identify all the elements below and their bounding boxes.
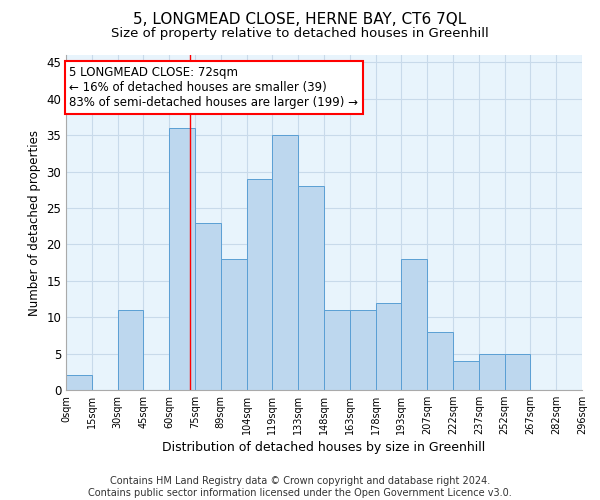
Bar [195, 222, 221, 390]
Bar [350, 310, 376, 390]
Bar [272, 135, 298, 390]
Text: 5 LONGMEAD CLOSE: 72sqm
← 16% of detached houses are smaller (39)
83% of semi-de: 5 LONGMEAD CLOSE: 72sqm ← 16% of detache… [70, 66, 358, 109]
Bar [169, 128, 195, 390]
Bar [247, 179, 272, 390]
Text: 5, LONGMEAD CLOSE, HERNE BAY, CT6 7QL: 5, LONGMEAD CLOSE, HERNE BAY, CT6 7QL [133, 12, 467, 28]
Bar [324, 310, 350, 390]
Bar [376, 302, 401, 390]
Bar [66, 376, 92, 390]
Bar [453, 361, 479, 390]
Bar [401, 259, 427, 390]
Bar [479, 354, 505, 390]
Bar [298, 186, 324, 390]
X-axis label: Distribution of detached houses by size in Greenhill: Distribution of detached houses by size … [163, 442, 485, 454]
Bar [505, 354, 530, 390]
Text: Contains HM Land Registry data © Crown copyright and database right 2024.
Contai: Contains HM Land Registry data © Crown c… [88, 476, 512, 498]
Y-axis label: Number of detached properties: Number of detached properties [28, 130, 41, 316]
Text: Size of property relative to detached houses in Greenhill: Size of property relative to detached ho… [111, 28, 489, 40]
Bar [118, 310, 143, 390]
Bar [427, 332, 453, 390]
Bar [221, 259, 247, 390]
